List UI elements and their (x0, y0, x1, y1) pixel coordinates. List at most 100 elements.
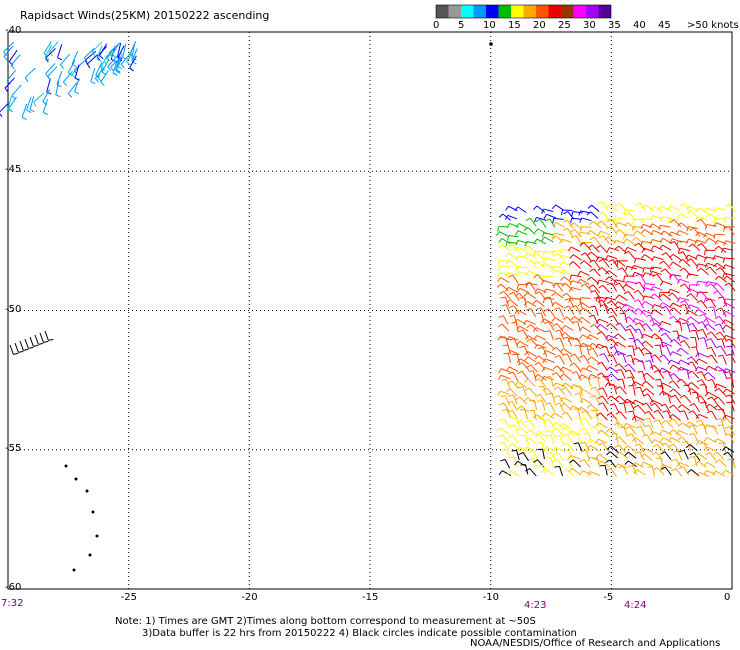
wind-barb-flag (614, 463, 619, 469)
wind-barb (579, 393, 584, 404)
wind-barb-flag (541, 468, 546, 473)
wind-barb-flag (606, 366, 611, 371)
wind-barb (563, 276, 573, 284)
wind-barb (643, 447, 654, 453)
wind-barb (581, 302, 591, 309)
wind-barb-flag (641, 204, 646, 209)
wind-barb-flag (667, 359, 672, 365)
credit-line: NOAA/NESDIS/Office of Research and Appli… (470, 638, 721, 649)
wind-barb-flag (650, 402, 656, 407)
wind-barb (673, 373, 682, 381)
wind-barb (538, 362, 546, 371)
wind-barb-flag (591, 416, 597, 418)
wind-barb-flag (699, 401, 705, 404)
wind-barb-flag (705, 298, 711, 302)
wind-barb-flag (617, 378, 623, 381)
wind-barb (559, 337, 565, 348)
wind-barb-flag (634, 281, 640, 285)
wind-barb-flag (707, 396, 713, 400)
wind-barb (504, 459, 511, 469)
legend-tick-label: 30 (583, 20, 596, 31)
wind-barb (666, 410, 673, 420)
wind-barb-flag (579, 342, 584, 348)
wind-barb (564, 382, 574, 390)
wind-barb-flag (501, 304, 507, 307)
wind-barb (603, 353, 610, 363)
wind-barb (21, 103, 28, 118)
wind-barb-flag (640, 224, 644, 230)
wind-barb (575, 305, 582, 315)
wind-barb (593, 268, 601, 277)
wind-barb-flag (695, 281, 699, 287)
wind-barb (544, 297, 555, 300)
wind-barb-flag (598, 284, 604, 289)
wind-barb (500, 390, 510, 396)
wind-barb-flag (631, 218, 634, 224)
legend-swatch (498, 5, 511, 18)
wind-barb-flag (579, 226, 583, 232)
wind-barb (691, 388, 700, 396)
wind-barb-flag (653, 419, 659, 423)
wind-barb (571, 217, 582, 220)
wind-barb (724, 257, 735, 260)
wind-barb-flag (726, 401, 732, 404)
wind-barb-flag (115, 69, 121, 73)
wind-barb-flag (689, 403, 695, 407)
wind-barb (673, 404, 681, 413)
wind-barb-flag (606, 282, 612, 286)
wind-barb (603, 235, 610, 244)
wind-barb-flag (500, 336, 506, 339)
wind-barb-flag (659, 341, 664, 347)
wind-barb-flag (721, 446, 726, 452)
wind-barb (548, 429, 557, 438)
wind-barb-flag (502, 344, 508, 347)
wind-barb-flag (678, 251, 684, 255)
wind-barb-flag (724, 425, 730, 429)
wind-barb-flag (615, 229, 620, 234)
wind-barb (618, 363, 627, 372)
wind-barb-flag (544, 429, 550, 433)
wind-barb-flag (649, 239, 653, 245)
wind-barb (528, 437, 537, 445)
wind-barb (500, 427, 509, 435)
wind-barb (710, 338, 717, 348)
wind-barb (536, 252, 545, 261)
note-line: Note: 1) Times are GMT 2)Times along bot… (115, 616, 536, 627)
wind-barb (45, 48, 56, 59)
wind-barb-flag (579, 242, 585, 246)
wind-barb-flag (74, 77, 80, 81)
wind-barb (562, 397, 573, 403)
legend-swatch (448, 5, 461, 18)
wind-barb-flag (726, 345, 732, 348)
wind-barb-flag (578, 231, 581, 237)
wind-barb-flag (642, 434, 648, 437)
wind-barb (593, 425, 601, 435)
wind-barb (549, 376, 554, 387)
wind-barb (617, 221, 628, 227)
wind-barb-flag (688, 424, 694, 428)
wind-barb (96, 45, 103, 60)
wind-barb-flag (499, 441, 505, 445)
wind-barb (725, 446, 735, 453)
wind-barb-flag (614, 436, 620, 441)
wind-barb (0, 102, 10, 113)
wind-barb (539, 219, 547, 228)
wind-barb (619, 322, 627, 332)
wind-barb-flag (561, 411, 567, 415)
wind-barb-flag (607, 300, 612, 304)
wind-barb (508, 252, 518, 260)
wind-barb-flag (578, 210, 581, 216)
wind-barb-flag (655, 378, 661, 381)
wind-barb (557, 386, 566, 395)
wind-barb-flag (514, 246, 518, 252)
wind-barb (722, 296, 728, 307)
wind-barb (674, 241, 681, 251)
wind-barb (505, 395, 510, 406)
wind-barb (520, 427, 529, 435)
wind-barb-flag (547, 393, 553, 395)
wind-barb-flag (606, 225, 612, 229)
wind-barb (632, 385, 636, 396)
wind-barb (537, 260, 546, 268)
wind-barb-flag (691, 346, 697, 349)
wind-barb-flag (706, 346, 712, 350)
